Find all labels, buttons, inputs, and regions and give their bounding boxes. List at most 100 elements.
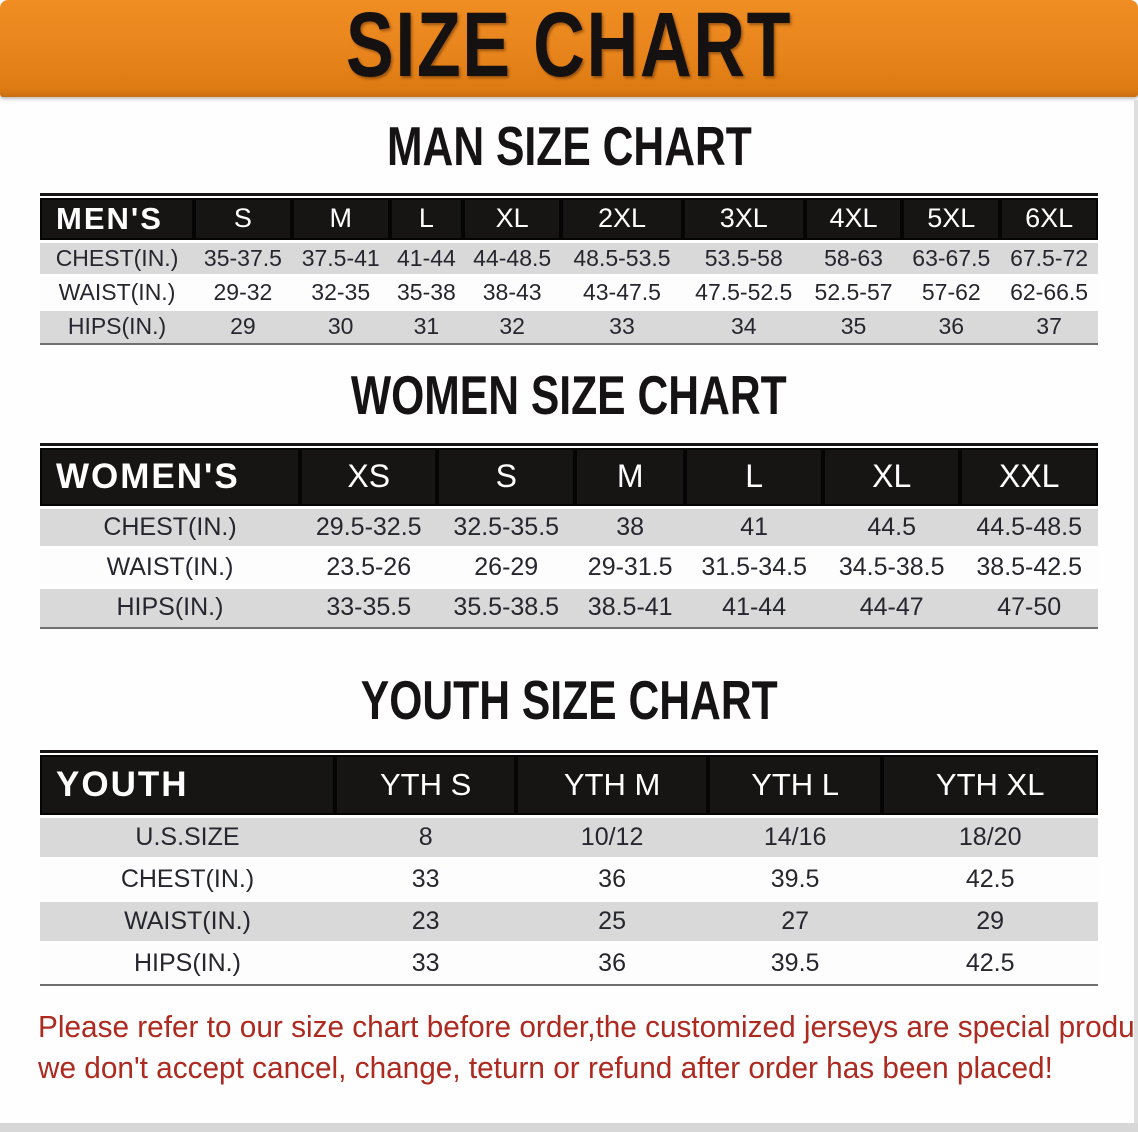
size-value-cell: 23.5-26 — [299, 545, 438, 587]
size-value-cell: 42.5 — [882, 856, 1098, 900]
bottom-edge-strip — [0, 1123, 1138, 1132]
women-size-table: WOMEN'S XS S M L XL XXL CHEST(IN.) 29.5-32.5 32.5… — [40, 446, 1098, 627]
size-value-cell: 32-35 — [291, 273, 390, 309]
size-value-cell: 33 — [334, 856, 517, 900]
size-value-cell: 14/16 — [707, 814, 883, 858]
table-header-row: YOUTH YTH S YTH M YTH L YTH XL — [40, 753, 1098, 816]
table-header-row: MEN'S S M L XL 2XL 3XL 4XL 5XL 6XL — [40, 196, 1098, 241]
table-category-header: WOMEN'S — [40, 446, 300, 507]
size-value-cell: 47.5-52.5 — [682, 273, 805, 309]
row-label: CHEST(IN.) — [40, 239, 195, 275]
size-column-header: 6XL — [1000, 196, 1098, 241]
size-column-header: XL — [463, 196, 562, 241]
size-value-cell: 29 — [194, 307, 292, 343]
youth-section-title-text: YOUTH SIZE CHART — [360, 670, 778, 732]
size-value-cell: 39.5 — [707, 856, 883, 900]
size-column-header: XXL — [960, 446, 1098, 507]
table-row: CHEST(IN.) 33 36 39.5 42.5 — [40, 856, 1098, 900]
size-value-cell: 41-44 — [685, 585, 823, 627]
size-value-cell: 44.5 — [822, 505, 961, 547]
row-label: HIPS(IN.) — [40, 940, 335, 984]
size-value-cell: 33-35.5 — [299, 585, 438, 627]
size-value-cell: 31 — [389, 307, 464, 343]
size-column-header: L — [389, 196, 464, 241]
size-value-cell: 35 — [804, 307, 903, 343]
youth-section-title: YOUTH SIZE CHART — [0, 670, 1138, 732]
size-value-cell: 37.5-41 — [291, 239, 390, 275]
women-section-title: WOMEN SIZE CHART — [0, 365, 1138, 427]
size-column-header: 4XL — [804, 196, 903, 241]
size-value-cell: 53.5-58 — [682, 239, 805, 275]
table-header-row: WOMEN'S XS S M L XL XXL — [40, 446, 1098, 507]
table-row: CHEST(IN.) 29.5-32.5 32.5-35.5 38 41 44.5 44.5… — [40, 505, 1098, 547]
size-value-cell: 26-29 — [437, 545, 575, 587]
size-value-cell: 33 — [334, 940, 517, 984]
size-value-cell: 18/20 — [882, 814, 1098, 858]
size-column-header: YTH XL — [882, 753, 1098, 816]
size-column-header: S — [437, 446, 575, 507]
size-value-cell: 29-32 — [194, 273, 292, 309]
size-column-header: M — [291, 196, 390, 241]
size-value-cell: 35-37.5 — [194, 239, 292, 275]
size-value-cell: 34.5-38.5 — [822, 545, 961, 587]
table-row: WAIST(IN.) 23.5-26 26-29 29-31.5 31.5-34.5 34… — [40, 545, 1098, 587]
men-section-title-text: MAN SIZE CHART — [386, 116, 752, 178]
size-value-cell: 32.5-35.5 — [437, 505, 575, 547]
size-value-cell: 39.5 — [707, 940, 883, 984]
size-value-cell: 44-48.5 — [463, 239, 562, 275]
table-row: WAIST(IN.) 29-32 32-35 35-38 38-43 43-47.5 47.… — [40, 273, 1098, 309]
women-size-section: WOMEN SIZE CHART WOMEN'S XS S M L XL XXL CHEST(… — [0, 365, 1138, 629]
men-size-table: MEN'S S M L XL 2XL 3XL 4XL 5XL 6XL CHEST(IN.) 35-37… — [40, 196, 1098, 343]
size-value-cell: 38 — [575, 505, 686, 547]
size-value-cell: 30 — [291, 307, 390, 343]
table-row: HIPS(IN.) 33-35.5 35.5-38.5 38.5-41 41-44 44-… — [40, 585, 1098, 627]
size-value-cell: 67.5-72 — [1000, 239, 1098, 275]
size-value-cell: 44.5-48.5 — [960, 505, 1098, 547]
size-column-header: YTH M — [516, 753, 708, 816]
size-value-cell: 42.5 — [882, 940, 1098, 984]
size-column-header: 3XL — [682, 196, 805, 241]
youth-size-section: YOUTH SIZE CHART YOUTH YTH S YTH M YTH L YTH… — [0, 670, 1138, 986]
size-value-cell: 25 — [516, 898, 708, 942]
size-value-cell: 41-44 — [389, 239, 464, 275]
table-row: CHEST(IN.) 35-37.5 37.5-41 41-44 44-48.5 48.5… — [40, 239, 1098, 275]
size-value-cell: 57-62 — [902, 273, 1001, 309]
size-column-header: 5XL — [902, 196, 1001, 241]
size-value-cell: 29-31.5 — [575, 545, 686, 587]
women-section-title-text: WOMEN SIZE CHART — [351, 365, 787, 427]
size-value-cell: 31.5-34.5 — [685, 545, 823, 587]
size-column-header: L — [685, 446, 823, 507]
youth-size-table: YOUTH YTH S YTH M YTH L YTH XL U.S.SIZE 8 10/12… — [40, 753, 1098, 984]
size-value-cell: 43-47.5 — [561, 273, 683, 309]
row-label: CHEST(IN.) — [40, 856, 335, 900]
men-size-section: MAN SIZE CHART MEN'S S M L XL 2XL 3XL 4XL 5XL 6XL… — [0, 116, 1138, 345]
size-column-header: S — [194, 196, 292, 241]
size-column-header: M — [575, 446, 686, 507]
size-value-cell: 8 — [334, 814, 517, 858]
size-value-cell: 27 — [707, 898, 883, 942]
size-value-cell: 58-63 — [804, 239, 903, 275]
size-value-cell: 35.5-38.5 — [437, 585, 575, 627]
row-label: HIPS(IN.) — [40, 585, 300, 627]
size-column-header: XL — [822, 446, 961, 507]
size-value-cell: 38.5-41 — [575, 585, 686, 627]
disclaimer-line-1: Please refer to our size chart before or… — [38, 1009, 1138, 1044]
size-value-cell: 44-47 — [822, 585, 961, 627]
youth-size-table-wrap: YOUTH YTH S YTH M YTH L YTH XL U.S.SIZE 8 10/12… — [40, 750, 1098, 986]
size-value-cell: 38-43 — [463, 273, 562, 309]
size-value-cell: 38.5-42.5 — [960, 545, 1098, 587]
size-value-cell: 41 — [685, 505, 823, 547]
size-value-cell: 10/12 — [516, 814, 708, 858]
women-size-table-wrap: WOMEN'S XS S M L XL XXL CHEST(IN.) 29.5-32.5 32.5… — [40, 443, 1098, 629]
size-value-cell: 52.5-57 — [804, 273, 903, 309]
size-value-cell: 33 — [561, 307, 683, 343]
table-row: U.S.SIZE 8 10/12 14/16 18/20 — [40, 814, 1098, 858]
size-value-cell: 23 — [334, 898, 517, 942]
size-column-header: 2XL — [561, 196, 683, 241]
size-column-header: YTH L — [707, 753, 883, 816]
table-category-header: MEN'S — [40, 196, 195, 241]
size-value-cell: 63-67.5 — [902, 239, 1001, 275]
table-category-header: YOUTH — [40, 753, 335, 816]
size-value-cell: 36 — [516, 856, 708, 900]
